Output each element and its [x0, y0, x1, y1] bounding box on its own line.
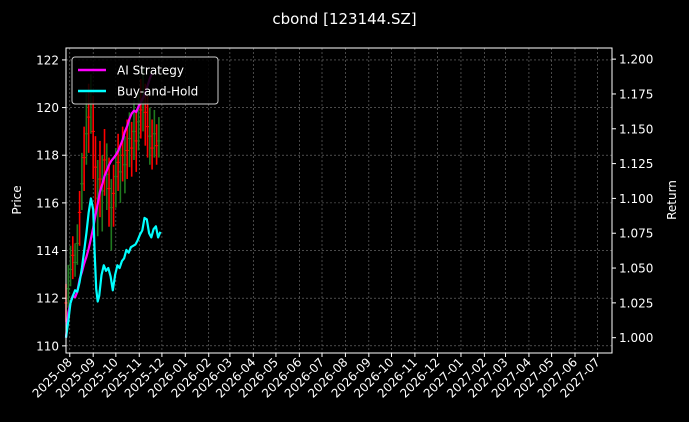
y-axis-right: 1.000 1.025 1.050 1.075 1.100 1.125 1.150 1.175…: [612, 53, 653, 345]
y-axis-left-label: Price: [10, 185, 24, 214]
plot-frame: [65, 47, 613, 354]
y-right-tick-label: 1.000: [619, 331, 653, 345]
y-axis-right-label: Return: [665, 180, 679, 220]
legend-box: [71, 56, 219, 105]
y-right-tick-label: 1.025: [619, 296, 653, 310]
y-right-tick-label: 1.075: [619, 227, 653, 241]
y-right-tick-label: 1.200: [619, 53, 653, 67]
y-axis-left: 110 112 114 116 118 120 122: [36, 53, 66, 353]
y-right-tick-label: 1.050: [619, 262, 653, 276]
y-left-tick-label: 122: [36, 53, 59, 67]
legend: AI Strategy Buy-and-Hold: [71, 56, 219, 105]
y-right-tick-label: 1.175: [619, 87, 653, 101]
grid-lines: [66, 48, 612, 353]
y-left-tick-label: 120: [36, 101, 59, 115]
y-right-tick-label: 1.100: [619, 192, 653, 206]
y-left-tick-label: 114: [36, 244, 59, 258]
y-left-tick-label: 112: [36, 292, 59, 306]
series-lines: [64, 72, 162, 338]
legend-label-ai-strategy: AI Strategy: [117, 64, 184, 78]
y-left-tick-label: 116: [36, 196, 59, 210]
y-left-tick-label: 118: [36, 149, 59, 163]
series-line-buy-and-hold: [64, 197, 162, 338]
chart-title: cbond [123144.SZ]: [272, 10, 416, 28]
y-left-tick-label: 110: [36, 339, 59, 353]
y-right-tick-label: 1.125: [619, 157, 653, 171]
legend-label-buy-and-hold: Buy-and-Hold: [117, 85, 198, 99]
y-right-tick-label: 1.150: [619, 122, 653, 136]
